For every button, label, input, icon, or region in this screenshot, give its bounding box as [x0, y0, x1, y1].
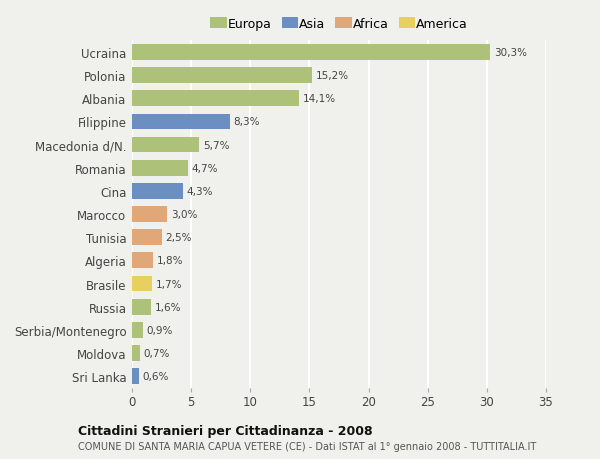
Bar: [132, 253, 153, 269]
Text: 0,6%: 0,6%: [143, 371, 169, 381]
Text: 2,5%: 2,5%: [165, 233, 191, 243]
Text: Cittadini Stranieri per Cittadinanza - 2008: Cittadini Stranieri per Cittadinanza - 2…: [78, 424, 373, 437]
Bar: [132, 114, 230, 130]
Text: 0,9%: 0,9%: [146, 325, 173, 335]
Bar: [132, 299, 151, 315]
Bar: [132, 91, 299, 107]
Bar: [132, 137, 199, 153]
Text: 4,7%: 4,7%: [191, 163, 218, 174]
Bar: [132, 230, 161, 246]
Text: 30,3%: 30,3%: [494, 48, 527, 58]
Text: 4,3%: 4,3%: [187, 186, 213, 196]
Bar: [132, 207, 167, 223]
Legend: Europa, Asia, Africa, America: Europa, Asia, Africa, America: [205, 13, 473, 36]
Bar: [132, 184, 183, 199]
Text: 3,0%: 3,0%: [171, 210, 197, 219]
Bar: [132, 161, 188, 176]
Text: 0,7%: 0,7%: [144, 348, 170, 358]
Bar: [132, 276, 152, 292]
Bar: [132, 45, 490, 61]
Bar: [132, 369, 139, 384]
Text: 8,3%: 8,3%: [234, 117, 260, 127]
Text: 14,1%: 14,1%: [302, 94, 335, 104]
Text: 5,7%: 5,7%: [203, 140, 229, 150]
Text: COMUNE DI SANTA MARIA CAPUA VETERE (CE) - Dati ISTAT al 1° gennaio 2008 - TUTTIT: COMUNE DI SANTA MARIA CAPUA VETERE (CE) …: [78, 441, 536, 451]
Bar: [132, 322, 143, 338]
Text: 1,7%: 1,7%: [155, 279, 182, 289]
Text: 15,2%: 15,2%: [316, 71, 349, 81]
Bar: [132, 345, 140, 361]
Text: 1,6%: 1,6%: [154, 302, 181, 312]
Bar: [132, 68, 312, 84]
Text: 1,8%: 1,8%: [157, 256, 184, 266]
